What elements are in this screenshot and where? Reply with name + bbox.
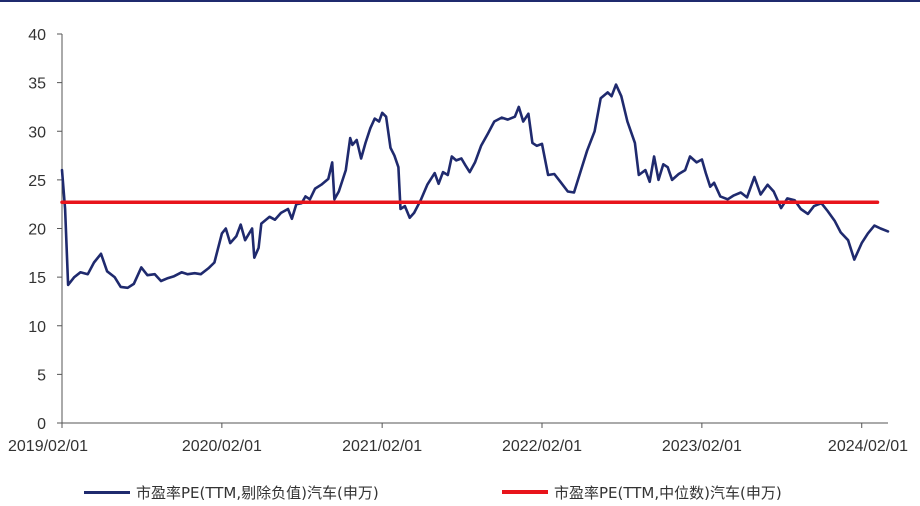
x-tick-label: 2021/02/01 bbox=[342, 438, 422, 455]
y-tick-label: 40 bbox=[28, 27, 46, 44]
top-border bbox=[0, 0, 920, 2]
series-line-pe-ex-negative bbox=[60, 83, 890, 290]
y-tick-label: 25 bbox=[28, 173, 46, 190]
x-tick-label: 2024/02/01 bbox=[828, 438, 908, 455]
x-tick-label: 2023/02/01 bbox=[662, 438, 742, 455]
legend-item-pe-ex-negative: 市盈率PE(TTM,剔除负值)汽车(申万) bbox=[84, 478, 379, 506]
legend-item-pe-median: 市盈率PE(TTM,中位数)汽车(申万) bbox=[502, 478, 782, 506]
legend-label-pe-median: 市盈率PE(TTM,中位数)汽车(申万) bbox=[554, 483, 782, 502]
pe-line-chart: 0 5 10 15 20 25 30 35 40 2019/02/01 2020/02/01 202… bbox=[8, 27, 908, 455]
legend-swatch-red-line bbox=[502, 490, 548, 494]
y-tick-label: 30 bbox=[28, 124, 46, 141]
y-tick-label: 5 bbox=[37, 367, 46, 384]
y-tick-label: 15 bbox=[28, 270, 46, 287]
legend-swatch-navy-line bbox=[84, 490, 130, 494]
y-tick-label: 0 bbox=[37, 416, 46, 433]
y-tick-label: 20 bbox=[28, 222, 46, 239]
x-axis: 2019/02/01 2020/02/01 2021/02/01 2022/02/01… bbox=[8, 422, 908, 455]
series-layer bbox=[60, 83, 890, 290]
legend: 市盈率PE(TTM,剔除负值)汽车(申万) 市盈率PE(TTM,中位数)汽车(申… bbox=[0, 478, 920, 506]
y-axis: 0 5 10 15 20 25 30 35 40 bbox=[28, 27, 63, 433]
x-tick-label: 2022/02/01 bbox=[502, 438, 582, 455]
y-tick-label: 35 bbox=[28, 76, 46, 93]
x-tick-label: 2020/02/01 bbox=[182, 438, 262, 455]
legend-label-pe-ex-negative: 市盈率PE(TTM,剔除负值)汽车(申万) bbox=[136, 483, 379, 502]
x-tick-label: 2019/02/01 bbox=[8, 438, 88, 455]
y-tick-label: 10 bbox=[28, 319, 46, 336]
